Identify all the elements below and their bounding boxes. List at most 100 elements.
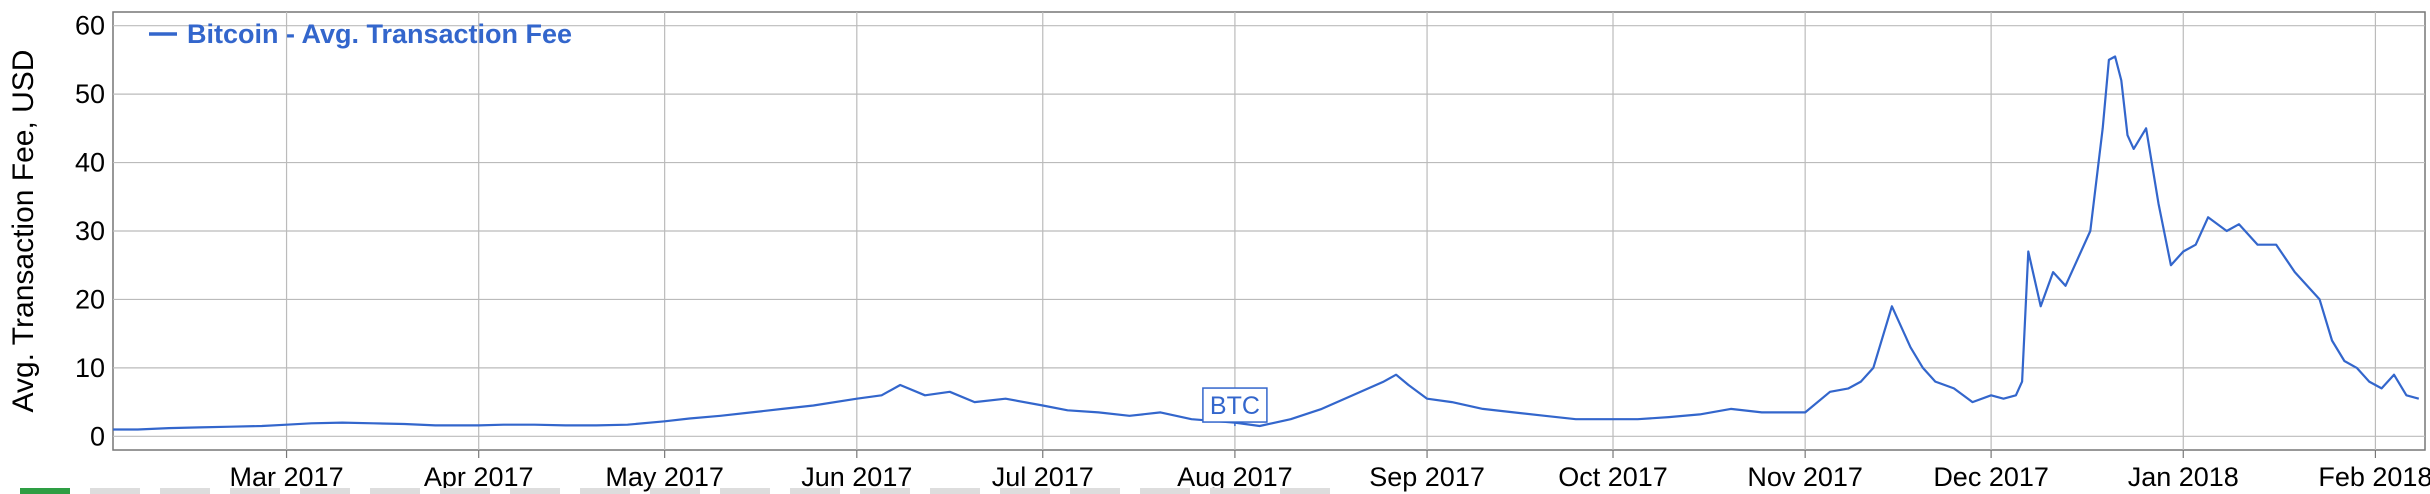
data-point[interactable] — [2224, 228, 2230, 234]
data-point[interactable] — [717, 413, 723, 419]
data-point[interactable] — [594, 422, 600, 428]
data-point[interactable] — [1480, 406, 1486, 412]
legend-label[interactable]: Bitcoin - Avg. Transaction Fee — [187, 19, 572, 49]
data-point[interactable] — [810, 403, 816, 409]
data-point[interactable] — [1846, 385, 1852, 391]
data-point[interactable] — [432, 422, 438, 428]
data-point[interactable] — [2379, 385, 2385, 391]
data-point[interactable] — [662, 418, 668, 424]
data-point[interactable] — [1542, 413, 1548, 419]
data-point[interactable] — [779, 406, 785, 412]
data-point[interactable] — [2038, 303, 2044, 309]
data-point[interactable] — [2341, 358, 2347, 364]
data-point[interactable] — [2180, 249, 2186, 255]
data-point[interactable] — [854, 396, 860, 402]
data-point[interactable] — [1189, 416, 1195, 422]
annotation-flag[interactable] — [1202, 387, 1268, 423]
data-point[interactable] — [879, 392, 885, 398]
data-point[interactable] — [197, 424, 203, 430]
data-point[interactable] — [1040, 403, 1046, 409]
data-point[interactable] — [228, 424, 234, 430]
data-point[interactable] — [1908, 344, 1914, 350]
data-point[interactable] — [1127, 413, 1133, 419]
data-point[interactable] — [1449, 399, 1455, 405]
data-point[interactable] — [1350, 392, 1356, 398]
data-point[interactable] — [2013, 392, 2019, 398]
data-point[interactable] — [110, 427, 116, 433]
data-point[interactable] — [339, 420, 345, 426]
data-point[interactable] — [2403, 392, 2409, 398]
data-point[interactable] — [166, 425, 172, 431]
data-point[interactable] — [1511, 409, 1517, 415]
data-point[interactable] — [308, 420, 314, 426]
data-point[interactable] — [2236, 221, 2242, 227]
data-point[interactable] — [687, 416, 693, 422]
series-line-bitcoin-avg-transaction-fee[interactable] — [113, 55, 2420, 431]
data-point[interactable] — [1827, 389, 1833, 395]
data-point[interactable] — [2292, 269, 2298, 275]
data-point[interactable] — [1424, 396, 1430, 402]
data-point[interactable] — [2366, 379, 2372, 385]
data-point[interactable] — [1158, 409, 1164, 415]
data-point[interactable] — [2329, 338, 2335, 344]
data-point[interactable] — [1858, 379, 1864, 385]
data-point[interactable] — [1697, 411, 1703, 417]
data-point[interactable] — [625, 422, 631, 428]
data-point[interactable] — [1666, 414, 1672, 420]
data-point[interactable] — [2100, 125, 2106, 131]
data-point[interactable] — [1802, 409, 1808, 415]
data-point[interactable] — [1728, 406, 1734, 412]
data-point[interactable] — [2354, 365, 2360, 371]
data-point[interactable] — [2143, 125, 2149, 131]
data-point[interactable] — [2087, 228, 2093, 234]
data-point[interactable] — [2118, 77, 2124, 83]
data-point[interactable] — [2304, 283, 2310, 289]
data-point[interactable] — [501, 422, 507, 428]
chart-legend[interactable]: Bitcoin - Avg. Transaction Fee — [149, 19, 572, 49]
data-point[interactable] — [2156, 201, 2162, 207]
data-point[interactable] — [135, 427, 141, 433]
data-point[interactable] — [532, 422, 538, 428]
data-point[interactable] — [1988, 392, 1994, 398]
annotation-label[interactable]: BTC — [1210, 392, 1260, 420]
data-point[interactable] — [1096, 409, 1102, 415]
data-point[interactable] — [947, 389, 953, 395]
data-point[interactable] — [972, 399, 978, 405]
data-point[interactable] — [922, 392, 928, 398]
data-point[interactable] — [1920, 365, 1926, 371]
data-point[interactable] — [1065, 407, 1071, 413]
data-point[interactable] — [1319, 406, 1325, 412]
data-point[interactable] — [2050, 269, 2056, 275]
data-point[interactable] — [1288, 416, 1294, 422]
data-point[interactable] — [401, 421, 407, 427]
data-point[interactable] — [1610, 416, 1616, 422]
data-point[interactable] — [284, 422, 290, 428]
data-point[interactable] — [1970, 399, 1976, 405]
data-point[interactable] — [563, 422, 569, 428]
data-point[interactable] — [2131, 146, 2137, 152]
range-navigator-strip[interactable] — [20, 488, 1340, 494]
data-point[interactable] — [897, 382, 903, 388]
data-point[interactable] — [2075, 255, 2081, 261]
data-point[interactable] — [748, 409, 754, 415]
data-point[interactable] — [1635, 416, 1641, 422]
data-point[interactable] — [2106, 57, 2112, 63]
data-point[interactable] — [1381, 379, 1387, 385]
data-point[interactable] — [2273, 242, 2279, 248]
data-point[interactable] — [1257, 423, 1263, 429]
data-point[interactable] — [1573, 416, 1579, 422]
data-point[interactable] — [2125, 132, 2131, 138]
data-point[interactable] — [1932, 379, 1938, 385]
data-point[interactable] — [1889, 303, 1895, 309]
data-point[interactable] — [1393, 372, 1399, 378]
data-point[interactable] — [476, 422, 482, 428]
data-point[interactable] — [1406, 382, 1412, 388]
data-point[interactable] — [2001, 396, 2007, 402]
data-point[interactable] — [1759, 409, 1765, 415]
data-point[interactable] — [259, 423, 265, 429]
data-point[interactable] — [2317, 296, 2323, 302]
data-point[interactable] — [370, 420, 376, 426]
data-point[interactable] — [2391, 372, 2397, 378]
